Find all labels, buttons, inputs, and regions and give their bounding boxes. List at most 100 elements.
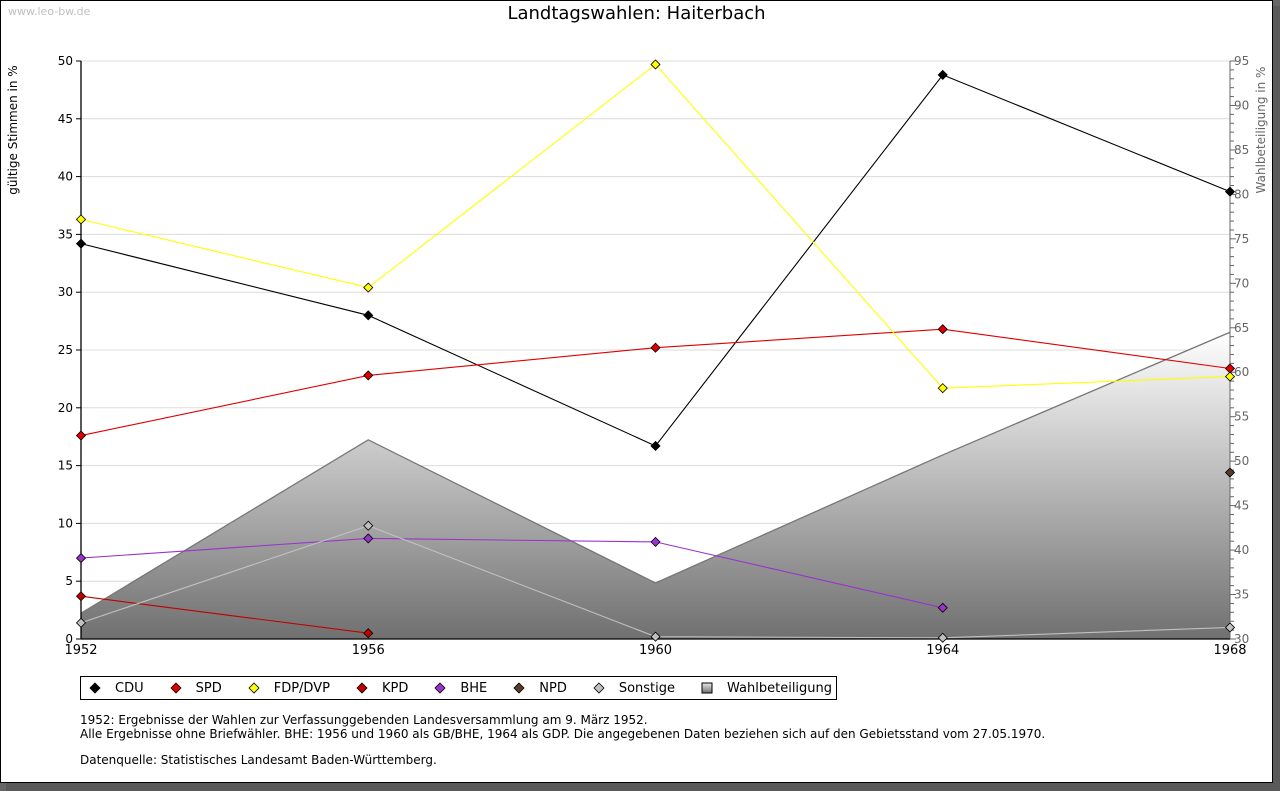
legend-item: BHE [434,681,487,696]
y2-tick-label: 65 [1234,321,1249,335]
data-point-fdp-dvp [363,282,374,293]
legend-label: NPD [539,680,567,696]
legend-diamond-icon [434,682,446,694]
y-tick-label: 15 [58,459,73,473]
turnout-area [80,331,1231,639]
data-point-fdp-dvp [1224,371,1236,382]
data-point-fdp-dvp [650,59,661,70]
y2-tick-label: 50 [1234,454,1249,468]
data-point-cdu [75,238,87,249]
legend-label: CDU [115,680,144,696]
data-point-bhe [75,553,87,564]
y-tick-label: 10 [58,516,73,530]
data-point-spd [650,342,661,353]
legend-label: KPD [381,680,409,696]
data-point-fdp-dvp [75,214,87,225]
watermark: www.leo-bw.de [8,5,91,18]
footnote-1952: 1952: Ergebnisse der Wahlen zur Verfassu… [80,713,648,727]
x-tick-label: 1960 [639,643,672,658]
y-axis-label: gültige Stimmen in % [6,65,20,194]
series-line-fdp-dvp [80,63,1231,389]
y2-tick-label: 80 [1234,187,1249,201]
y2-tick-label: 40 [1234,543,1249,557]
frame-shadow-bottom [6,783,1280,791]
series-markers [75,59,1236,643]
y2-axis-label: Wahlbeteiligung in % [1254,67,1268,194]
legend-diamond-icon [513,682,525,694]
y2-tick-label: 30 [1234,632,1249,646]
data-point-cdu [1224,186,1236,197]
data-point-bhe [363,533,374,544]
chart-plot: 0 5 10 15 20 25 30 35 40 45 50 30 35 40 45 50 55 60 65 70 75… [6,54,1268,658]
legend-diamond-icon [248,682,260,694]
turnout-area-edge [80,331,1231,614]
legend-square-icon [701,682,713,694]
legend-item: Wahlbeteiligung [701,681,832,696]
legend-label: BHE [460,680,488,696]
series-line-bhe [80,537,943,609]
legend-item: Sonstige [593,681,675,696]
data-point-npd [1224,467,1236,478]
legend-label: Sonstige [618,680,676,696]
y-tick-label: 25 [58,343,73,357]
legend-label: FDP/DVP [273,680,330,696]
legend-diamond-icon [170,682,182,694]
y-tick-label: 0 [65,632,73,646]
data-point-bhe [937,602,948,613]
legend-item: KPD [356,681,408,696]
series-line-kpd [80,595,369,634]
turnout-area-fill [81,332,1230,639]
x-tick-label: 1968 [1213,643,1246,658]
y-tick-label: 50 [58,54,73,68]
y-tick-label: 30 [58,285,73,299]
data-point-kpd [75,591,87,602]
legend-diamond-icon [89,682,101,694]
frame-shadow-right [1273,6,1280,791]
y2-tick-label: 35 [1234,588,1249,602]
y-tick-label: 35 [58,227,73,241]
y2-tick-label: 45 [1234,499,1249,513]
x-tick-label: 1952 [64,643,97,658]
data-point-sonstige [75,617,87,628]
legend-item: CDU [89,681,144,696]
y2-tick-label: 95 [1234,54,1249,68]
footnote-source: Datenquelle: Statistisches Landesamt Bad… [80,753,437,767]
y2-tick-label: 85 [1234,143,1249,157]
data-point-sonstige [937,632,948,643]
legend-item: NPD [513,681,567,696]
legend-item: SPD [170,681,222,696]
data-point-sonstige [363,520,374,531]
y-tick-label: 5 [65,574,73,588]
y2-tick-label: 55 [1234,410,1249,424]
data-point-bhe [650,536,661,547]
data-point-cdu [650,440,661,452]
legend-diamond-icon [356,682,368,694]
legend-diamond-icon [593,682,605,694]
legend-item: FDP/DVP [248,681,330,696]
chart-title: Landtagswahlen: Haiterbach [507,3,766,24]
data-point-sonstige [650,631,661,642]
y-tick-label: 20 [58,401,73,415]
data-point-cdu [363,310,374,321]
y2-tick-label: 60 [1234,365,1249,379]
y2-tick-label: 90 [1234,98,1249,112]
legend-label: Wahlbeteiligung [727,680,833,696]
y-tick-label: 40 [58,170,73,184]
data-point-spd [75,430,87,441]
legend-label: SPD [195,680,222,696]
footnote-briefwahl: Alle Ergebnisse ohne Briefwähler. BHE: 1… [80,727,1046,741]
legend: CDU SPD FDP/DVP KPD BHE NPD Sonstige Wahlbeteil… [80,676,838,700]
footnotes: 1952: Ergebnisse der Wahlen zur Verfassu… [80,713,1045,767]
y2-tick-label: 70 [1234,276,1249,290]
x-tick-label: 1956 [352,643,385,658]
data-point-spd [937,324,948,335]
data-point-spd [363,370,374,381]
x-tick-label: 1964 [926,643,959,658]
data-point-kpd [363,628,374,639]
data-point-sonstige [1224,622,1236,633]
data-point-fdp-dvp [937,383,948,394]
data-point-cdu [937,69,948,80]
y2-tick-label: 75 [1234,232,1249,246]
y-tick-label: 45 [58,112,73,126]
